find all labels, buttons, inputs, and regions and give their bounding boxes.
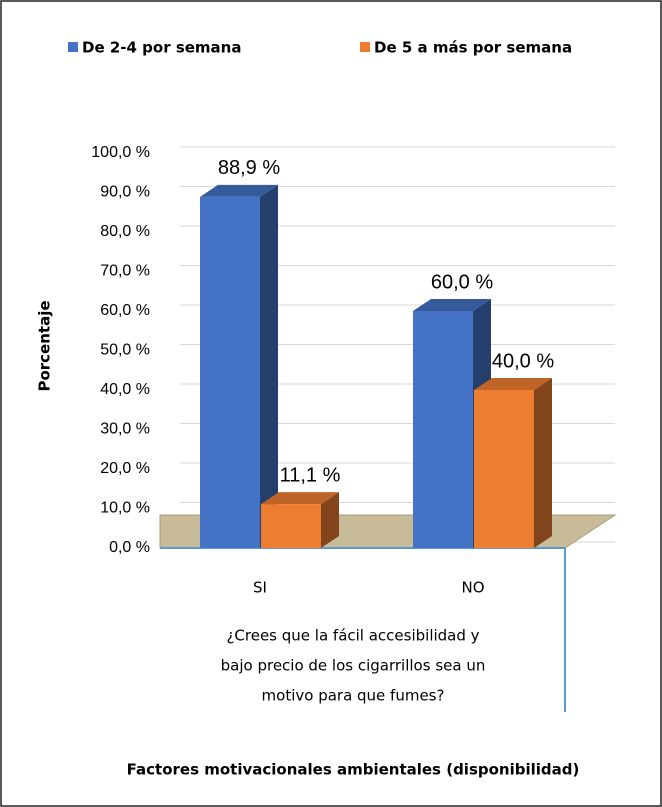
- legend-label: De 2-4 por semana: [82, 39, 242, 57]
- legend-label: De 5 a más por semana: [374, 39, 572, 57]
- legend-swatch: [68, 42, 78, 52]
- x-axis-label: motivo para que fumes?: [262, 687, 445, 705]
- y-tick-label: 10,0 %: [100, 500, 150, 517]
- y-tick-label: 90,0 %: [100, 184, 150, 201]
- bar-side: [321, 492, 339, 548]
- data-label: 40,0 %: [492, 350, 554, 372]
- footer-title: Factores motivacionales ambientales (dis…: [127, 761, 580, 779]
- data-label: 11,1 %: [280, 464, 341, 486]
- y-tick-label: 80,0 %: [100, 223, 150, 240]
- bar: [413, 311, 473, 548]
- bar: [200, 196, 260, 548]
- bar: [474, 390, 534, 548]
- data-label: 60,0 %: [431, 271, 493, 293]
- y-tick-label: 70,0 %: [100, 263, 150, 280]
- y-tick-label: 20,0 %: [100, 460, 150, 477]
- data-label: 88,9 %: [218, 157, 280, 179]
- y-tick-label: 40,0 %: [100, 381, 150, 398]
- y-tick-label: 0,0 %: [109, 539, 150, 556]
- bar: [261, 504, 321, 548]
- y-tick-label: 100,0 %: [91, 144, 150, 161]
- y-tick-label: 30,0 %: [100, 421, 150, 438]
- bar-top: [474, 378, 552, 390]
- bar-side: [534, 378, 552, 548]
- y-tick-label: 60,0 %: [100, 302, 150, 319]
- bar-top: [200, 184, 278, 197]
- x-axis-label: ¿Crees que la fácil accesibilidad y: [226, 627, 479, 645]
- legend-swatch: [360, 42, 370, 52]
- bar-top: [413, 299, 491, 311]
- bar-top: [261, 492, 339, 505]
- y-tick-label: 50,0 %: [100, 342, 150, 359]
- y-axis-label: Porcentaje: [36, 300, 54, 391]
- x-axis-label: bajo precio de los cigarrillos sea un: [221, 657, 486, 675]
- x-tick-label: NO: [461, 579, 484, 597]
- bar-side: [260, 184, 278, 548]
- x-tick-label: SI: [253, 579, 267, 597]
